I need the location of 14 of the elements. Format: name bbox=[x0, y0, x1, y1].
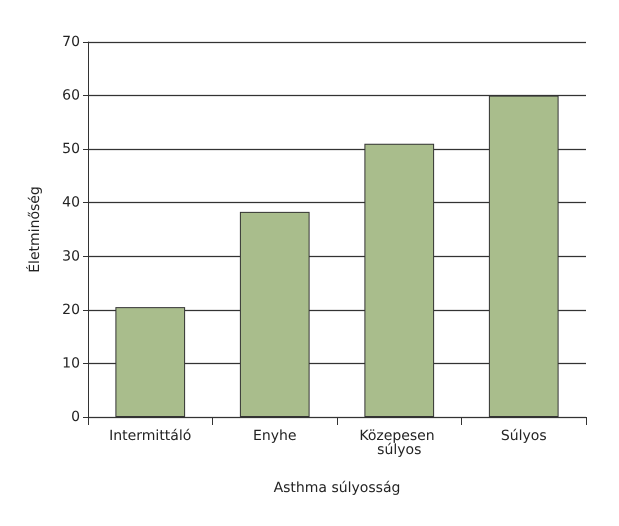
x-tick-label: Súlyos bbox=[500, 428, 547, 444]
y-tick-label: 30 bbox=[62, 248, 80, 264]
y-tick-label: 70 bbox=[62, 34, 80, 50]
y-axis-title: Életminőség bbox=[26, 186, 43, 273]
y-tick-label: 20 bbox=[62, 302, 80, 318]
y-tick-label: 0 bbox=[71, 409, 80, 425]
y-tick-label: 60 bbox=[62, 88, 80, 104]
x-tick-label: Enyhe bbox=[253, 428, 296, 444]
x-tick-label: Közepesen súlyos bbox=[359, 428, 440, 458]
x-axis-title: Asthma súlyosság bbox=[274, 480, 400, 496]
y-tick-label: 10 bbox=[62, 355, 80, 372]
y-tick-label: 50 bbox=[62, 141, 80, 158]
y-tick-label: 40 bbox=[62, 194, 80, 211]
x-tick-label: Intermittáló bbox=[109, 428, 192, 444]
